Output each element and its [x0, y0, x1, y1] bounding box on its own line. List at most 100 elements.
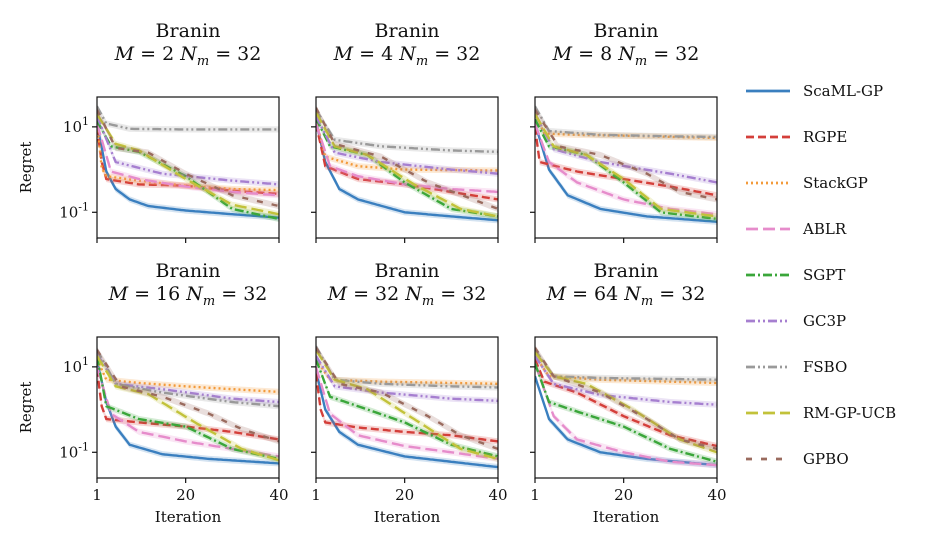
- line-GPBO: [97, 349, 279, 443]
- band-GPBO: [535, 344, 717, 452]
- line-RM-GP-UCB: [316, 111, 498, 218]
- panel-title: Branin: [594, 260, 659, 282]
- band-FSBO: [535, 103, 717, 141]
- x-axis-label: Iteration: [155, 508, 222, 526]
- band-StackGP: [316, 116, 498, 174]
- line-RGPE: [97, 368, 279, 441]
- y-tick-label: 101: [63, 355, 89, 376]
- series-group: [535, 103, 717, 225]
- panel-title: Branin: [156, 260, 221, 282]
- y-tick-label: 10-1: [59, 200, 89, 221]
- legend-label: GPBO: [803, 450, 849, 468]
- legend-label: RGPE: [803, 128, 847, 146]
- line-ScaML-GP: [316, 120, 498, 222]
- x-tick-label: 40: [269, 486, 288, 504]
- line-StackGP: [97, 358, 279, 393]
- band-FSBO: [316, 343, 498, 391]
- y-tick-label: 10-1: [59, 440, 89, 461]
- x-tick-label: 1: [92, 486, 102, 504]
- axes-frame: [534, 96, 718, 239]
- line-RGPE: [535, 126, 717, 197]
- line-SGPT: [97, 355, 279, 461]
- x-tick-label: 40: [488, 486, 507, 504]
- series-group: [535, 344, 717, 469]
- line-GC3P: [97, 115, 279, 186]
- axes-frame: [315, 336, 499, 479]
- line-SGPT: [535, 363, 717, 463]
- line-StackGP: [535, 355, 717, 385]
- line-GC3P: [316, 355, 498, 403]
- series-group: [316, 343, 498, 471]
- band-FSBO: [97, 103, 279, 133]
- panel-subtitle: M = 2 Nm = 32: [114, 43, 262, 69]
- line-GC3P: [535, 113, 717, 184]
- line-FSBO: [97, 349, 279, 408]
- line-GPBO: [316, 107, 498, 211]
- x-tick-label: 40: [707, 486, 726, 504]
- line-RM-GP-UCB: [316, 349, 498, 461]
- line-ABLR: [535, 363, 717, 467]
- legend-label: GC3P: [803, 312, 846, 330]
- line-RM-GP-UCB: [535, 113, 717, 218]
- band-GPBO: [316, 104, 498, 212]
- band-GC3P: [316, 112, 498, 177]
- series-group: [316, 104, 498, 224]
- line-FSBO: [97, 105, 279, 131]
- x-tick-label: 1: [530, 486, 540, 504]
- line-GC3P: [535, 355, 717, 406]
- legend-label: FSBO: [803, 358, 847, 376]
- legend-item: ScaML-GP: [746, 82, 883, 100]
- line-GPBO: [535, 109, 717, 201]
- legend-item: RM-GP-UCB: [746, 404, 896, 422]
- band-StackGP: [97, 356, 279, 395]
- y-axis-label: Regret: [17, 382, 35, 434]
- band-GPBO: [535, 106, 717, 203]
- line-ScaML-GP: [316, 370, 498, 469]
- line-ScaML-GP: [535, 123, 717, 223]
- line-StackGP: [97, 120, 279, 192]
- band-StackGP: [535, 110, 717, 142]
- line-StackGP: [316, 119, 498, 172]
- legend-label: ABLR: [802, 220, 847, 238]
- legend-item: GPBO: [746, 450, 849, 468]
- band-SGPT: [316, 356, 498, 460]
- band-GC3P: [97, 112, 279, 188]
- line-ScaML-GP: [535, 375, 717, 467]
- legend-item: FSBO: [746, 358, 847, 376]
- line-FSBO: [535, 105, 717, 139]
- line-FSBO: [316, 109, 498, 153]
- panel-title: Branin: [594, 20, 659, 42]
- legend-label: SGPT: [803, 266, 845, 284]
- line-ABLR: [97, 366, 279, 458]
- axes-frame: [96, 96, 280, 239]
- line-RGPE: [535, 358, 717, 448]
- band-GC3P: [316, 352, 498, 404]
- band-GC3P: [535, 110, 717, 186]
- x-tick-label: 1: [311, 486, 321, 504]
- legend-item: RGPE: [746, 128, 847, 146]
- line-SGPT: [535, 118, 717, 221]
- panel-subtitle: M = 64 Nm = 32: [546, 283, 706, 309]
- band-GPBO: [97, 106, 279, 210]
- panel-subtitle: M = 8 Nm = 32: [552, 43, 700, 69]
- legend-item: StackGP: [746, 174, 868, 192]
- band-ABLR: [97, 120, 279, 199]
- y-tick-label: 101: [63, 115, 89, 136]
- line-ABLR: [535, 123, 717, 216]
- band-ABLR: [97, 363, 279, 460]
- y-axis-label: Regret: [17, 142, 35, 194]
- legend-item: ABLR: [746, 220, 847, 238]
- line-RGPE: [316, 123, 498, 201]
- panel-subtitle: M = 4 Nm = 32: [333, 43, 481, 69]
- line-FSBO: [316, 345, 498, 389]
- x-tick-label: 20: [395, 486, 414, 504]
- x-tick-label: 20: [176, 486, 195, 504]
- band-GPBO: [97, 346, 279, 445]
- x-tick-label: 20: [614, 486, 633, 504]
- band-RM-GP-UCB: [97, 352, 279, 464]
